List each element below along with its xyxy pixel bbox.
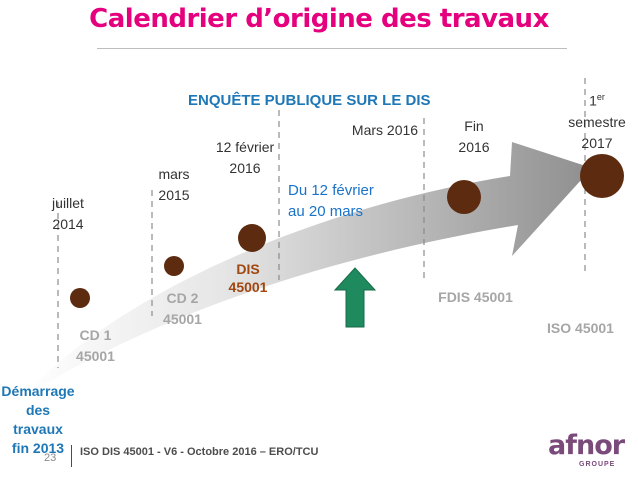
afnor-logo: afnor GROUPE — [548, 430, 630, 474]
title-underline — [97, 48, 567, 49]
milestone-dot — [164, 256, 184, 276]
up-arrow-icon — [333, 267, 377, 328]
dis-label: DIS 45001 — [228, 261, 268, 295]
fdis-label: FDIS 45001 — [438, 289, 513, 305]
cd1-label: CD 1 45001 — [76, 327, 115, 364]
logo-sub: GROUPE — [579, 461, 616, 468]
footer-text: ISO DIS 45001 - V6 - Octobre 2016 – ERO/… — [80, 446, 319, 458]
page-title: Calendrier d’origine des travaux — [89, 4, 549, 34]
cd2-date: mars 2015 — [158, 166, 190, 203]
timeline-arrow — [22, 142, 592, 398]
inquiry-banner: ENQUÊTE PUBLIQUE SUR LE DIS — [188, 92, 431, 109]
milestone-dot — [447, 180, 481, 214]
page-number: 23 — [44, 452, 57, 464]
cd1-date: juillet 2014 — [52, 195, 84, 232]
milestone-dot — [70, 288, 90, 308]
milestone-dot — [238, 224, 266, 252]
dis-date: 12 février 2016 — [215, 139, 275, 176]
fdis-date: Fin 2016 — [458, 118, 490, 155]
start-label: Démarrage des travaux fin 2013 — [1, 383, 75, 456]
milestone-dot — [580, 154, 624, 198]
logo-word: afnor — [548, 430, 625, 461]
inquiry-period: Du 12 février au 20 mars — [288, 182, 374, 220]
iso-date: 1er semestre 2017 — [568, 92, 626, 151]
cd2-label: CD 2 45001 — [163, 290, 202, 327]
iso-label: ISO 45001 — [547, 320, 614, 336]
inquiry-end-date: Mars 2016 — [351, 122, 419, 138]
footer-divider — [71, 445, 72, 467]
